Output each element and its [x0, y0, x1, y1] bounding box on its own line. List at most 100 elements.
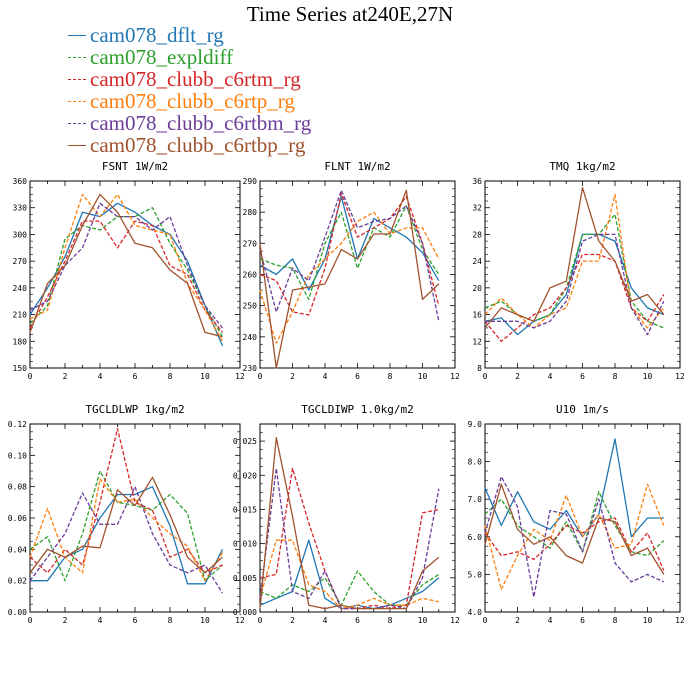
x-tick-label: 6: [133, 372, 138, 381]
y-tick-label: 0.10: [8, 451, 27, 460]
panel-title: TMQ 1kg/m2: [549, 160, 615, 173]
plot-frame: [484, 180, 681, 369]
series-line: [29, 476, 223, 574]
y-tick-label: 0.04: [8, 545, 27, 554]
plot-frame: [29, 180, 241, 369]
y-tick-label: 180: [13, 337, 28, 346]
legend-label: cam078_clubb_c6rtbp_rg: [90, 133, 306, 157]
y-tick-label: 0.00: [8, 608, 27, 617]
series-line: [484, 213, 665, 329]
panel-title: TGCLDLWP 1kg/m2: [85, 403, 184, 416]
y-tick-label: 16: [472, 311, 482, 320]
y-tick-label: 330: [13, 204, 28, 213]
x-tick-label: 4: [323, 372, 328, 381]
series-line: [484, 187, 665, 329]
y-tick-label: 0.005: [233, 574, 257, 583]
series-line: [29, 478, 224, 582]
y-tick-label: 250: [243, 302, 258, 311]
y-tick-label: 210: [13, 311, 28, 320]
x-tick-label: 6: [580, 616, 585, 625]
series-line: [29, 202, 224, 346]
series-line: [30, 486, 224, 585]
figure-title: Time Series at240E,27N: [246, 2, 454, 26]
y-tick-label: 270: [13, 257, 28, 266]
y-tick-label: 290: [243, 177, 258, 186]
x-tick-label: 8: [168, 616, 173, 625]
legend-item: cam078_expldiff: [62, 45, 382, 69]
x-tick-label: 10: [418, 616, 428, 625]
x-tick-label: 6: [580, 372, 585, 381]
legend-label: cam078_clubb_c6rtbm_rg: [90, 111, 312, 135]
x-tick-label: 10: [200, 372, 210, 381]
chart-panel: FSNT 1W/m2 0 2 4 6 8 10 12 150 180 210 240 270 300 330…: [13, 160, 245, 381]
panel-title: TGCLDIWP 1.0kg/m2: [301, 403, 414, 416]
panel-title: U10 1m/s: [556, 403, 609, 416]
series-line: [484, 475, 665, 598]
series-line: [484, 193, 665, 329]
y-tick-label: 300: [13, 230, 28, 239]
y-tick-label: 280: [243, 208, 258, 217]
series-line: [29, 486, 224, 594]
y-tick-label: 0.020: [233, 471, 257, 480]
series-line: [259, 189, 440, 369]
x-tick-label: 10: [643, 616, 653, 625]
series-line: [259, 211, 440, 344]
x-tick-label: 4: [98, 616, 103, 625]
y-tick-label: 0.08: [8, 483, 27, 492]
y-tick-label: 0.015: [233, 505, 257, 514]
x-tick-label: 4: [98, 372, 103, 381]
series-line: [485, 233, 665, 336]
series-line: [484, 233, 665, 336]
y-tick-label: 9.0: [468, 420, 483, 429]
x-tick-label: 0: [258, 616, 263, 625]
series-line: [484, 253, 665, 342]
legend-label: cam078_clubb_c6rtm_rg: [90, 67, 301, 91]
chart-panel: FLNT 1W/m2 0 2 4 6 8 10 12 230 240 250 260 270 280 290: [243, 160, 460, 381]
y-tick-label: 8: [477, 364, 482, 373]
y-tick-label: 0.025: [233, 437, 257, 446]
y-tick-label: 360: [13, 177, 28, 186]
x-tick-label: 2: [63, 372, 68, 381]
legend-swatch: [68, 101, 86, 102]
series-line: [484, 483, 665, 591]
y-tick-label: 240: [243, 333, 258, 342]
x-tick-label: 12: [675, 372, 685, 381]
x-tick-label: 12: [450, 372, 460, 381]
series-line: [29, 193, 223, 338]
legend-item: cam078_clubb_c6rtbp_rg: [62, 133, 382, 157]
plot-frame: [29, 423, 241, 613]
series-line: [259, 195, 440, 291]
x-tick-label: 8: [388, 372, 393, 381]
chart-panel: TGCLDIWP 1.0kg/m20 2 4 6 8 10 120.0000.0050.01…: [233, 403, 460, 625]
series-line: [29, 220, 224, 333]
x-tick-label: 4: [548, 616, 553, 625]
y-tick-label: 230: [243, 364, 258, 373]
series-line: [259, 570, 440, 606]
legend-item: cam078_clubb_c6rtp_rg: [62, 89, 382, 113]
y-tick-label: 7.0: [468, 495, 483, 504]
x-tick-label: 2: [290, 372, 295, 381]
y-tick-label: 150: [13, 364, 28, 373]
y-tick-label: 5.0: [468, 570, 483, 579]
x-tick-label: 12: [450, 616, 460, 625]
y-tick-label: 260: [243, 271, 258, 280]
x-tick-label: 10: [418, 372, 428, 381]
x-tick-label: 2: [63, 616, 68, 625]
y-tick-label: 6.0: [468, 533, 483, 542]
y-tick-label: 8.0: [468, 458, 483, 467]
y-tick-label: 32: [472, 204, 482, 213]
y-tick-label: 0.12: [8, 420, 27, 429]
series-line: [29, 428, 223, 574]
x-tick-label: 4: [323, 616, 328, 625]
x-tick-label: 6: [133, 616, 138, 625]
legend-label: cam078_dflt_rg: [90, 23, 224, 47]
y-tick-label: 0.000: [233, 608, 257, 617]
series-line: [484, 491, 665, 557]
x-tick-label: 0: [28, 372, 33, 381]
series-line: [29, 470, 223, 582]
x-tick-label: 8: [613, 372, 618, 381]
panel-title: FLNT 1W/m2: [324, 160, 390, 173]
chart-panel: TGCLDLWP 1kg/m2 0 2 4 6 8 10 12 0.00 0.02 0.04 0.06…: [8, 403, 245, 625]
x-tick-label: 12: [235, 616, 245, 625]
